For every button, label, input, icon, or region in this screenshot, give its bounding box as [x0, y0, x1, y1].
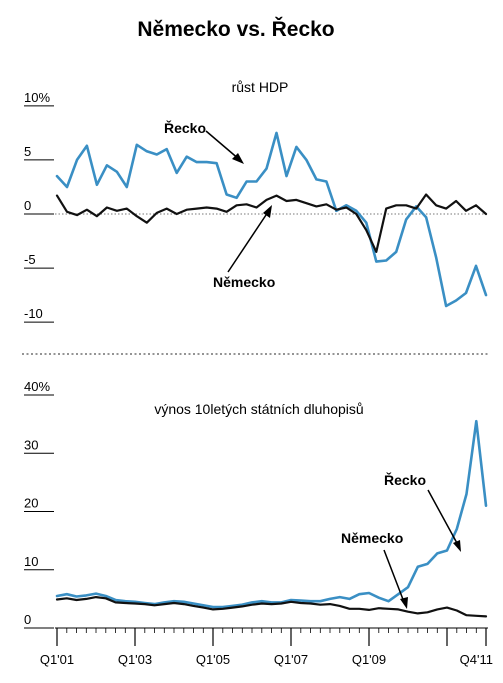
gdp-germany-arrow: [227, 211, 269, 273]
bond-germany-label: Německo: [341, 530, 403, 546]
gdp-germany-arrowhead: [263, 205, 272, 218]
gdp-series: [55, 131, 488, 308]
gdp-chart-title: růst HDP: [232, 79, 289, 95]
gdp-greece-arrow: [205, 130, 241, 161]
bond-series-line-germany: [55, 595, 488, 618]
bond-ytick-label: 40%: [24, 379, 50, 394]
bond-germany-arrowhead: [400, 597, 408, 609]
bond-greece-arrowhead: [453, 540, 461, 552]
bond-xtick-label: Q1'07: [274, 652, 308, 667]
bond-chart-title: výnos 10letých státních dluhopisů: [154, 401, 363, 417]
page-title: Německo vs. Řecko: [137, 17, 334, 41]
bond-ytick-label: 0: [24, 612, 31, 627]
bond-xtick-label: Q1'03: [118, 652, 152, 667]
bond-germany-arrow: [383, 549, 405, 603]
bond-greece-label: Řecko: [384, 471, 426, 488]
bond-x-ticks: Q1'01 Q1'03 Q1'05 Q1'07 Q1'09 Q4'11: [40, 628, 493, 667]
bond-ytick-label: 20: [24, 496, 38, 511]
gdp-greece-arrowhead: [232, 153, 244, 164]
bond-series: [55, 419, 488, 618]
gdp-greece-label: Řecko: [164, 119, 206, 136]
bond-xtick-label: Q1'01: [40, 652, 74, 667]
gdp-ytick-label: -10: [24, 306, 43, 321]
bond-xtick-label: Q4'11: [460, 652, 493, 667]
gdp-ytick-label: 10%: [24, 90, 50, 105]
gdp-ytick-label: 5: [24, 144, 31, 159]
gdp-ytick-label: 0: [24, 198, 31, 213]
bond-xtick-label: Q1'09: [352, 652, 386, 667]
bond-series-line-greece: [55, 419, 488, 609]
gdp-chart: růst HDP 10% 5 0 -5 -10 Řecko Německo: [24, 79, 488, 323]
bond-y-ticks: 40% 30 20 10 0: [24, 379, 54, 629]
gdp-ytick-label: -5: [24, 252, 36, 267]
bond-chart: výnos 10letých státních dluhopisů 40% 30 2…: [24, 379, 493, 667]
bond-ytick-label: 30: [24, 437, 38, 452]
bond-xtick-label: Q1'05: [196, 652, 230, 667]
gdp-y-ticks: 10% 5 0 -5 -10: [24, 90, 54, 323]
bond-ytick-label: 10: [24, 554, 38, 569]
gdp-germany-label: Německo: [213, 274, 275, 290]
bond-greece-arrow: [427, 489, 459, 546]
gdp-series-line-germany: [55, 193, 488, 253]
